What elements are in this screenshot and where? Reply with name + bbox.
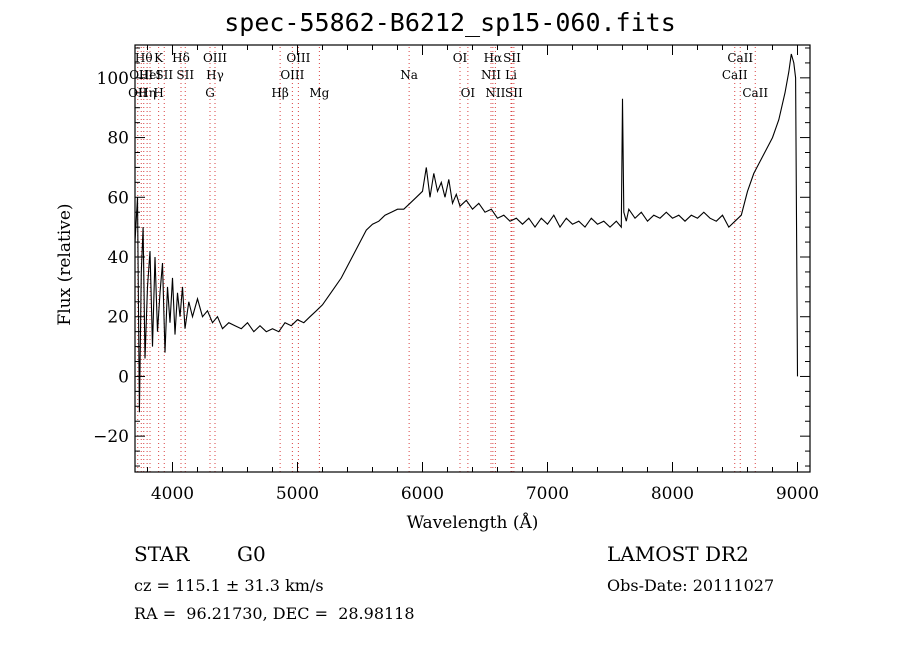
observation-date: Obs-Date: 20111027 [607, 576, 775, 595]
y-tick-label: 80 [107, 129, 129, 149]
line-label: HeI [139, 68, 162, 82]
line-label: NII [485, 86, 505, 100]
y-axis-label: Flux (relative) [55, 203, 75, 325]
redshift-velocity: cz = 115.1 ± 31.3 km/s [134, 576, 324, 595]
line-label: OI [453, 51, 468, 65]
line-label: SII [503, 51, 521, 65]
line-label: OIII [203, 51, 227, 65]
line-label: SII [505, 86, 523, 100]
object-class: STAR [134, 542, 190, 566]
line-label: Hη [138, 86, 156, 100]
line-label: K [154, 51, 164, 65]
sky-coordinates: RA = 96.21730, DEC = 28.98118 [134, 604, 415, 623]
line-label: SII [176, 68, 194, 82]
y-tick-label: −20 [93, 427, 129, 447]
line-label: Hα [484, 51, 503, 65]
plot-frame [134, 44, 811, 473]
line-label: CaII [727, 51, 753, 65]
line-label: Hθ [135, 51, 153, 65]
line-label: OIII [280, 68, 304, 82]
line-label: CaII [722, 68, 748, 82]
y-tick-label: 40 [107, 248, 129, 268]
y-tick-label: 100 [97, 69, 129, 89]
y-tick-label: 0 [118, 367, 129, 387]
object-subclass: G0 [237, 542, 266, 566]
x-tick-label: 9000 [776, 484, 819, 504]
survey-name: LAMOST DR2 [607, 542, 749, 566]
line-label: G [205, 86, 215, 100]
x-tick-label: 4000 [151, 484, 194, 504]
line-label: H [153, 86, 163, 100]
line-label: OIII [286, 51, 310, 65]
line-label: Li [505, 68, 517, 82]
line-label: CaII [742, 86, 768, 100]
line-markers [137, 47, 756, 472]
x-tick-label: 6000 [401, 484, 444, 504]
spectrum-series-line [134, 53, 799, 413]
line-label: Hδ [172, 51, 190, 65]
x-tick-label: 8000 [651, 484, 694, 504]
x-tick-label: 7000 [526, 484, 569, 504]
y-axis: −20 0 20 40 60 80 100 [93, 47, 810, 467]
x-axis: 4000 5000 6000 7000 8000 9000 [147, 45, 819, 504]
line-label: NII [481, 68, 501, 82]
line-label: Hβ [271, 86, 288, 100]
line-label: Mg [309, 86, 329, 100]
y-tick-label: 60 [107, 188, 129, 208]
line-label: SII [155, 68, 173, 82]
x-tick-label: 5000 [276, 484, 319, 504]
chart-title: spec-55862-B6212_sp15-060.fits [224, 8, 676, 37]
line-label: Na [400, 68, 418, 82]
line-label: Hγ [206, 68, 224, 82]
y-tick-label: 20 [107, 308, 129, 328]
x-axis-label: Wavelength (Å) [407, 512, 539, 533]
line-label: OI [461, 86, 476, 100]
line-labels: OIIOIIIHθHηHeIKHSIIHδSIIGOIIIHγHβOIIIOII… [128, 51, 768, 100]
